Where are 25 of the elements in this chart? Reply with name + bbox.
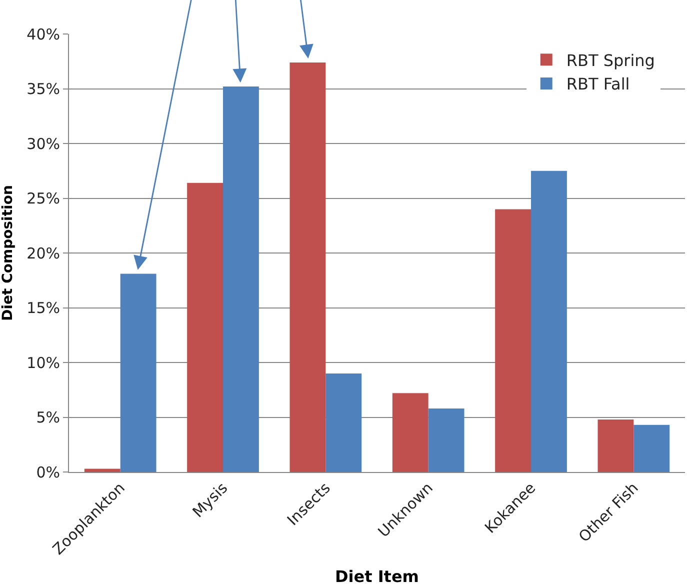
bar xyxy=(428,408,464,472)
x-axis-title: Diet Item xyxy=(335,567,419,586)
bar xyxy=(84,468,120,472)
y-tick-label: 40% xyxy=(26,25,60,44)
bar xyxy=(392,393,428,472)
bar xyxy=(290,62,326,472)
y-tick-label: 0% xyxy=(36,463,60,482)
y-tick-label: 25% xyxy=(26,190,60,208)
bar xyxy=(598,419,634,472)
y-tick-label: 30% xyxy=(26,134,60,153)
legend-label: RBT Spring xyxy=(566,50,655,70)
bar xyxy=(326,373,362,472)
y-tick-label: 5% xyxy=(36,408,60,426)
legend-label: RBT Fall xyxy=(566,74,630,94)
bar xyxy=(187,182,223,472)
y-tick-label: 10% xyxy=(26,354,60,372)
bar xyxy=(495,209,531,472)
bar xyxy=(223,86,259,472)
bar xyxy=(531,170,567,472)
y-tick-label: 35% xyxy=(26,80,60,98)
y-tick-label: 15% xyxy=(26,299,60,317)
bar xyxy=(120,274,156,472)
bar xyxy=(634,424,670,472)
y-axis-title: Diet Composition xyxy=(0,185,16,321)
y-tick-label: 20% xyxy=(26,244,60,262)
